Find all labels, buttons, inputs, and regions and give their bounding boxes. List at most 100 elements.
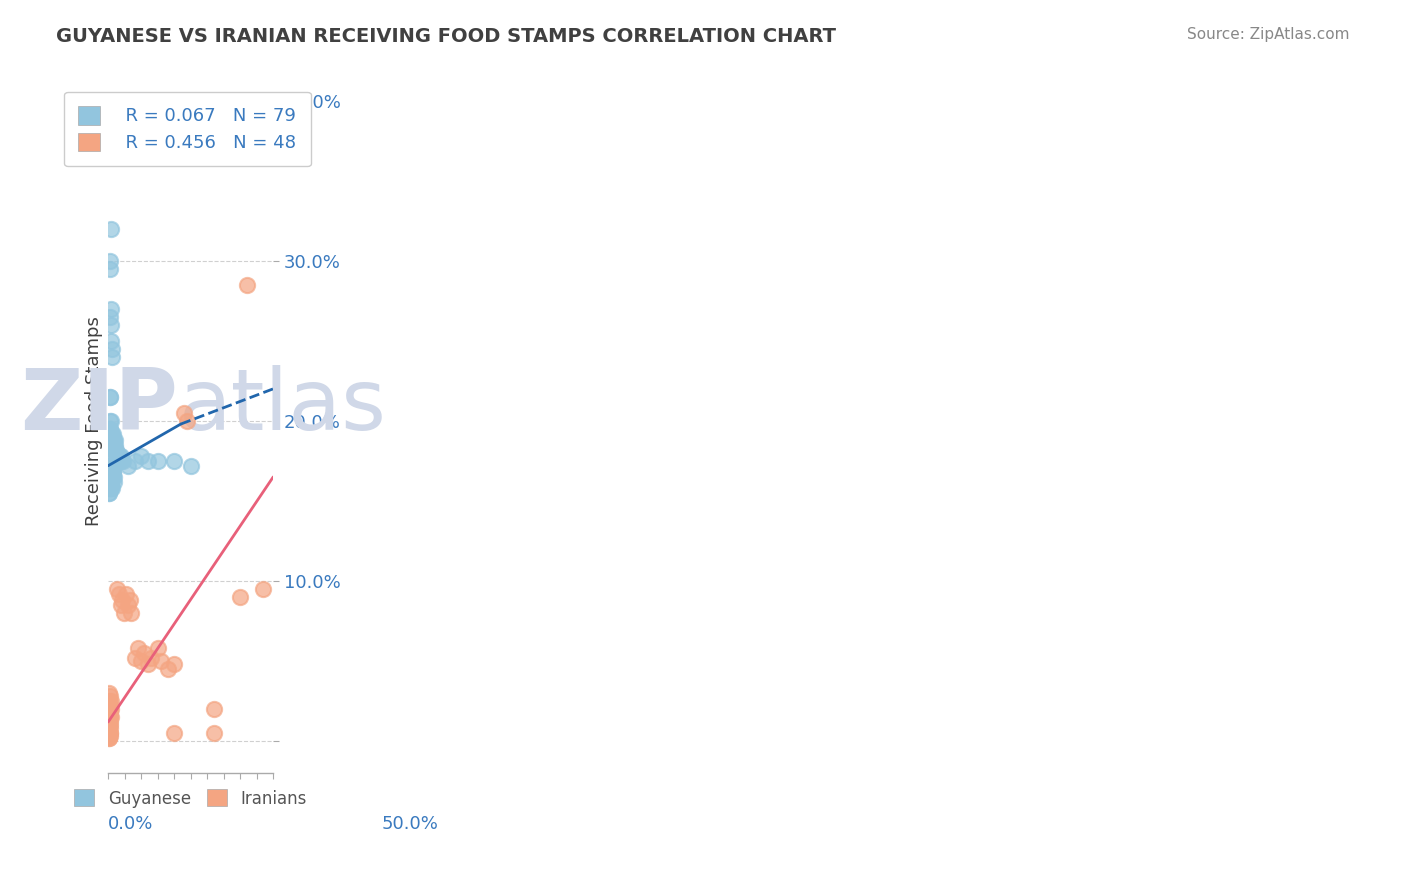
Point bbox=[98, 722, 121, 736]
Point bbox=[98, 390, 121, 404]
Point bbox=[104, 442, 127, 457]
Point bbox=[98, 454, 121, 468]
Point bbox=[98, 438, 121, 452]
Text: atlas: atlas bbox=[179, 365, 387, 449]
Point bbox=[100, 458, 122, 473]
Legend: Guyanese, Iranians: Guyanese, Iranians bbox=[67, 782, 314, 814]
Point bbox=[110, 454, 132, 468]
Point bbox=[101, 438, 124, 452]
Point bbox=[120, 606, 142, 620]
Point bbox=[103, 433, 125, 447]
Text: ZIP: ZIP bbox=[20, 365, 177, 449]
Point bbox=[98, 694, 121, 708]
Point bbox=[97, 475, 120, 489]
Point bbox=[112, 454, 135, 468]
Point bbox=[180, 458, 202, 473]
Point bbox=[107, 446, 129, 460]
Point bbox=[139, 651, 162, 665]
Point bbox=[173, 406, 195, 420]
Point bbox=[98, 718, 121, 732]
Point bbox=[98, 414, 121, 428]
Point bbox=[100, 481, 122, 495]
Point bbox=[101, 438, 124, 452]
Point bbox=[98, 310, 121, 324]
Point bbox=[110, 598, 132, 612]
Point bbox=[101, 465, 124, 479]
Point bbox=[103, 438, 125, 452]
Point bbox=[98, 730, 121, 744]
Point bbox=[103, 442, 125, 457]
Point bbox=[100, 475, 122, 489]
Point bbox=[101, 481, 124, 495]
Point bbox=[98, 475, 121, 489]
Point bbox=[107, 454, 129, 468]
Point bbox=[97, 730, 120, 744]
Point bbox=[176, 414, 198, 428]
Point bbox=[98, 454, 121, 468]
Point bbox=[136, 454, 159, 468]
Point bbox=[129, 654, 152, 668]
Point bbox=[100, 414, 122, 428]
Point bbox=[101, 350, 124, 364]
Point bbox=[101, 462, 124, 476]
Point bbox=[104, 438, 127, 452]
Point bbox=[98, 690, 121, 704]
Point bbox=[156, 662, 179, 676]
Point bbox=[163, 657, 186, 672]
Point bbox=[229, 590, 252, 604]
Point bbox=[103, 465, 125, 479]
Point bbox=[98, 253, 121, 268]
Text: 0.0%: 0.0% bbox=[108, 815, 153, 833]
Point bbox=[100, 334, 122, 348]
Point bbox=[107, 582, 129, 596]
Point bbox=[98, 698, 121, 713]
Point bbox=[100, 710, 122, 724]
Point bbox=[146, 454, 169, 468]
Point bbox=[100, 301, 122, 316]
Point bbox=[98, 390, 121, 404]
Point bbox=[101, 433, 124, 447]
Point bbox=[117, 458, 139, 473]
Point bbox=[100, 430, 122, 444]
Point bbox=[98, 714, 121, 729]
Point bbox=[100, 706, 122, 720]
Point bbox=[98, 430, 121, 444]
Point bbox=[98, 731, 121, 745]
Point bbox=[98, 481, 121, 495]
Point bbox=[97, 486, 120, 500]
Point bbox=[101, 342, 124, 356]
Point bbox=[98, 726, 121, 740]
Point bbox=[98, 726, 121, 740]
Point bbox=[98, 478, 121, 492]
Point bbox=[97, 731, 120, 745]
Y-axis label: Receiving Food Stamps: Receiving Food Stamps bbox=[86, 316, 103, 525]
Point bbox=[124, 651, 146, 665]
Point bbox=[118, 593, 141, 607]
Point bbox=[98, 714, 121, 729]
Point bbox=[127, 641, 149, 656]
Point bbox=[101, 465, 124, 479]
Point bbox=[163, 726, 186, 740]
Point bbox=[107, 449, 129, 463]
Text: 50.0%: 50.0% bbox=[381, 815, 439, 833]
Point bbox=[112, 606, 135, 620]
Point bbox=[100, 478, 122, 492]
Point bbox=[236, 277, 259, 292]
Point bbox=[98, 702, 121, 716]
Point bbox=[129, 449, 152, 463]
Point bbox=[97, 686, 120, 700]
Point bbox=[104, 446, 127, 460]
Text: GUYANESE VS IRANIAN RECEIVING FOOD STAMPS CORRELATION CHART: GUYANESE VS IRANIAN RECEIVING FOOD STAMP… bbox=[56, 27, 837, 45]
Point bbox=[202, 702, 225, 716]
Point bbox=[146, 641, 169, 656]
Point bbox=[101, 433, 124, 447]
Point bbox=[98, 486, 121, 500]
Point bbox=[101, 426, 124, 441]
Point bbox=[108, 449, 131, 463]
Point bbox=[98, 458, 121, 473]
Text: Source: ZipAtlas.com: Source: ZipAtlas.com bbox=[1187, 27, 1350, 42]
Point bbox=[124, 454, 146, 468]
Point bbox=[202, 726, 225, 740]
Point bbox=[163, 454, 186, 468]
Point bbox=[136, 657, 159, 672]
